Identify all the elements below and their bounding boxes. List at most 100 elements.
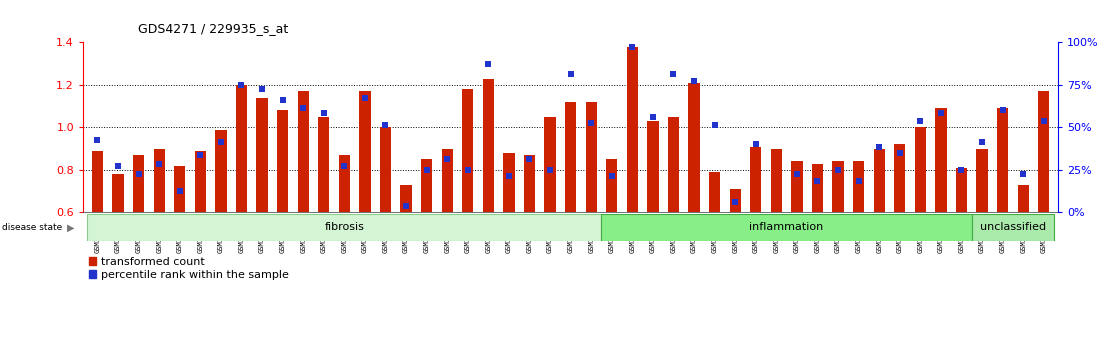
Point xyxy=(994,108,1012,113)
Point xyxy=(809,178,827,183)
Bar xyxy=(585,102,597,340)
Text: disease state: disease state xyxy=(2,223,62,232)
Text: fibrosis: fibrosis xyxy=(325,222,365,233)
Point xyxy=(788,171,806,177)
Bar xyxy=(935,108,946,340)
Point xyxy=(336,163,353,169)
Point xyxy=(418,167,435,173)
Bar xyxy=(236,85,247,340)
Bar xyxy=(544,117,556,340)
Bar xyxy=(565,102,576,340)
Point xyxy=(891,150,909,156)
Point xyxy=(912,118,930,124)
Text: inflammation: inflammation xyxy=(749,222,823,233)
Bar xyxy=(976,149,987,340)
Bar xyxy=(195,151,206,340)
Bar xyxy=(133,155,144,340)
Point xyxy=(932,110,950,115)
Bar xyxy=(92,151,103,340)
Point xyxy=(130,171,147,177)
Bar xyxy=(972,214,1054,241)
Point xyxy=(706,122,724,128)
Bar xyxy=(873,149,885,340)
Bar xyxy=(524,155,535,340)
Point xyxy=(500,173,517,179)
Point xyxy=(274,97,291,103)
Bar xyxy=(688,83,699,340)
Bar xyxy=(750,147,761,340)
Point xyxy=(562,72,579,77)
Bar xyxy=(812,164,823,340)
Point xyxy=(747,142,765,147)
Bar xyxy=(791,161,802,340)
Point xyxy=(439,156,456,162)
Point xyxy=(521,156,538,162)
Point xyxy=(254,86,271,92)
Point xyxy=(829,167,847,173)
Point xyxy=(953,167,971,173)
Bar xyxy=(894,144,905,340)
Bar xyxy=(627,47,638,340)
Bar xyxy=(88,214,602,241)
Bar xyxy=(668,117,679,340)
Point xyxy=(1014,171,1032,177)
Point xyxy=(624,44,642,50)
Point xyxy=(603,173,620,179)
Bar xyxy=(915,127,926,340)
Point xyxy=(110,163,127,169)
Point xyxy=(377,122,394,128)
Bar xyxy=(442,149,453,340)
Point xyxy=(192,152,209,158)
Bar xyxy=(956,168,967,340)
Bar xyxy=(359,91,370,340)
Bar xyxy=(602,214,972,241)
Point xyxy=(480,61,497,67)
Bar xyxy=(1038,91,1049,340)
Point xyxy=(870,144,888,149)
Point xyxy=(685,78,702,84)
Legend: transformed count, percentile rank within the sample: transformed count, percentile rank withi… xyxy=(89,257,289,280)
Bar xyxy=(421,159,432,340)
Bar xyxy=(729,189,741,340)
Bar xyxy=(298,91,309,340)
Point xyxy=(644,114,661,120)
Point xyxy=(850,178,868,183)
Bar xyxy=(380,127,391,340)
Bar xyxy=(997,108,1008,340)
Point xyxy=(356,95,373,101)
Bar xyxy=(771,149,782,340)
Bar xyxy=(503,153,514,340)
Point xyxy=(541,167,558,173)
Point xyxy=(233,82,250,88)
Point xyxy=(1035,118,1053,124)
Bar xyxy=(832,161,843,340)
Point xyxy=(151,161,168,166)
Point xyxy=(212,139,229,145)
Bar xyxy=(256,98,268,340)
Text: unclassified: unclassified xyxy=(979,222,1046,233)
Point xyxy=(89,137,106,143)
Point xyxy=(397,203,414,209)
Bar xyxy=(174,166,185,340)
Point xyxy=(973,139,991,145)
Point xyxy=(727,199,745,205)
Bar xyxy=(339,155,350,340)
Bar xyxy=(853,161,864,340)
Point xyxy=(768,220,786,226)
Bar xyxy=(709,172,720,340)
Bar xyxy=(1017,185,1029,340)
Point xyxy=(459,167,476,173)
Bar xyxy=(277,110,288,340)
Bar xyxy=(400,185,412,340)
Bar xyxy=(112,174,124,340)
Point xyxy=(665,72,683,77)
Bar xyxy=(483,79,494,340)
Bar xyxy=(606,159,617,340)
Point xyxy=(315,110,332,115)
Point xyxy=(295,105,312,111)
Point xyxy=(171,188,188,194)
Bar xyxy=(215,130,226,340)
Point xyxy=(583,120,601,126)
Text: ▶: ▶ xyxy=(66,222,74,233)
Bar xyxy=(318,117,329,340)
